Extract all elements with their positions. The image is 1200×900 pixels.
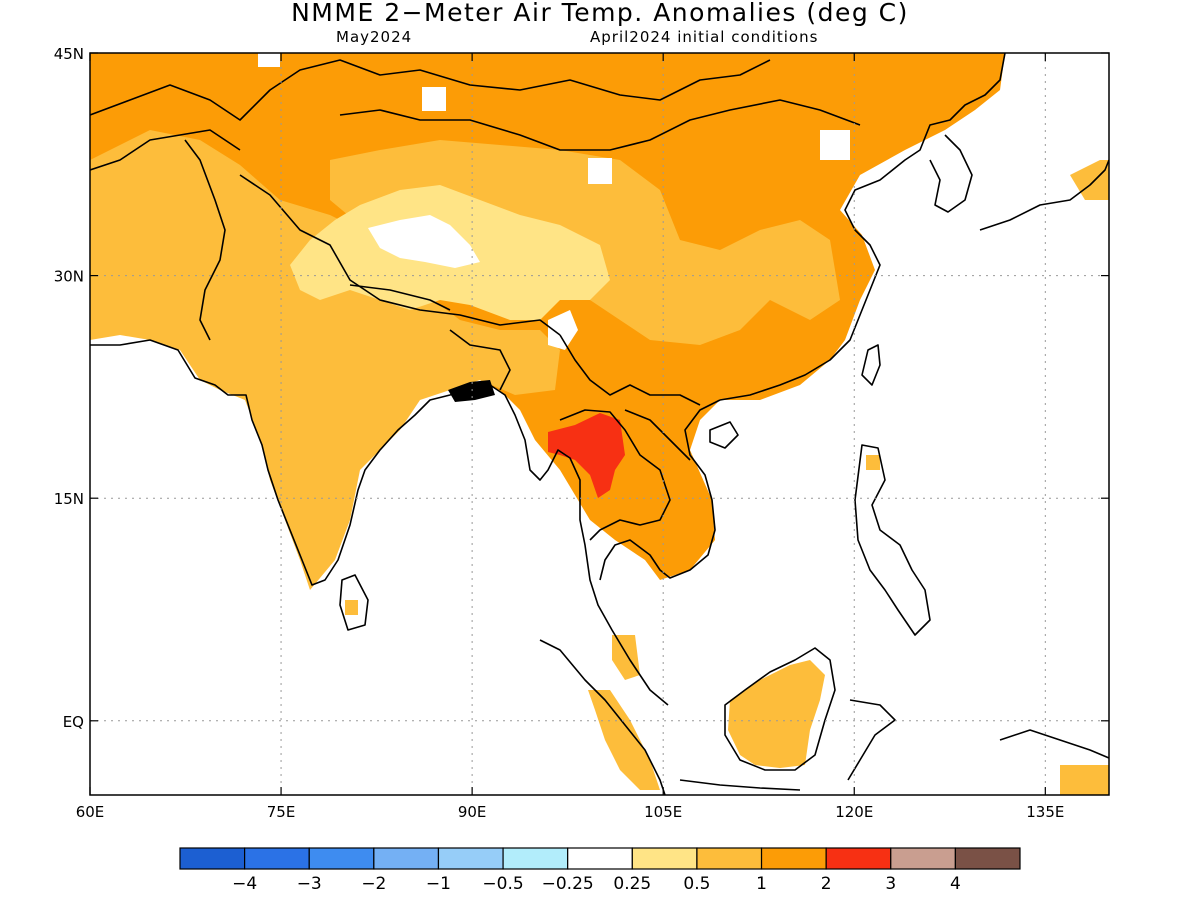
border-central-asia <box>90 59 771 121</box>
colorbar-label: −2 <box>361 874 386 894</box>
colorbar-swatch <box>825 847 892 870</box>
coastline-taiwan <box>861 344 881 386</box>
y-tick-label: 30N <box>54 268 84 286</box>
border-afghanistan <box>90 129 241 171</box>
border-nepal <box>349 284 451 311</box>
anomaly-region-05-1-srilanka <box>345 600 358 615</box>
anomaly-near-zero-cell <box>820 130 850 160</box>
anomaly-region-near-zero-burma <box>548 310 578 350</box>
axis-labels: 60E 75E 90E 105E 120E 135E 45N 30N 15N EQ <box>54 45 1065 821</box>
anomaly-region-2-3 <box>548 413 625 498</box>
colorbar-swatch <box>631 847 698 870</box>
border-mongolia-china <box>339 99 861 151</box>
colorbar-swatch <box>308 847 375 870</box>
coastline-philippines <box>854 444 931 636</box>
colorbar-swatch <box>954 847 1021 870</box>
y-tick-label: EQ <box>63 713 84 731</box>
map-frame <box>89 52 1110 796</box>
anomaly-field <box>90 53 1109 795</box>
coastlines <box>90 53 1109 795</box>
colorbar-label: 0.5 <box>683 874 710 894</box>
anomaly-near-zero-cell <box>258 53 280 67</box>
coastline-java <box>679 779 801 791</box>
anomaly-region-05-1-malaysia <box>612 635 640 680</box>
y-tick-label: 45N <box>54 45 84 63</box>
coastline-bay-of-bengal-east <box>449 384 669 706</box>
colorbar-label: −3 <box>297 874 322 894</box>
border-thailand <box>559 409 671 541</box>
colorbar-swatch <box>760 847 827 870</box>
anomaly-region-05-1-india <box>90 130 560 590</box>
y-tick-label: 15N <box>54 490 84 508</box>
x-tick-label: 90E <box>458 803 487 821</box>
x-tick-label: 135E <box>1026 803 1064 821</box>
forecast-month: May2024 <box>336 28 413 46</box>
gridlines <box>90 53 1109 795</box>
coastline-hainan <box>709 421 739 449</box>
colorbar-label: 3 <box>885 874 896 894</box>
border-myanmar-china <box>559 334 701 406</box>
axis-ticks <box>89 52 1109 795</box>
initial-conditions: April2024 initial conditions <box>590 28 819 46</box>
coastline-japan <box>979 159 1109 231</box>
colorbar <box>179 847 1021 870</box>
anomaly-region-05-1-japan <box>1070 160 1109 200</box>
anomaly-region-1-2-north <box>90 53 1005 580</box>
colorbar-swatch <box>890 847 956 870</box>
colorbar-label: −4 <box>232 874 257 894</box>
border-himalaya <box>239 174 561 336</box>
coastline-korea <box>929 134 973 213</box>
coastline-sumatra <box>539 639 666 795</box>
x-tick-label: 60E <box>76 803 105 821</box>
colorbar-swatch <box>567 847 633 870</box>
coastline-india <box>90 339 451 586</box>
anomaly-region-05-1-sumatra <box>588 690 660 790</box>
map-title: NMME 2−Meter Air Temp. Anomalies (deg C) <box>291 0 909 27</box>
colorbar-labels: −4 −3 −2 −1 −0.5 −0.25 0.25 0.5 1 2 3 4 <box>232 874 961 894</box>
colorbar-swatch <box>373 847 440 870</box>
colorbar-swatch <box>244 847 310 870</box>
coastline-indochina <box>599 399 721 581</box>
colorbar-label: 4 <box>950 874 961 894</box>
border-laos-vietnam <box>624 409 691 461</box>
anomaly-region-05-1-borneo <box>728 660 825 768</box>
coastline-sulawesi <box>847 699 896 781</box>
colorbar-label: 1 <box>756 874 767 894</box>
border-pakistan <box>184 139 226 341</box>
x-tick-label: 120E <box>835 803 873 821</box>
coastline-ganges-delta <box>448 380 495 402</box>
anomaly-near-zero-cell <box>588 158 612 184</box>
colorbar-label: −0.5 <box>482 874 523 894</box>
colorbar-swatch <box>179 847 246 870</box>
coastline-newguinea <box>999 729 1109 759</box>
anomaly-near-zero-cell <box>422 87 446 111</box>
colorbar-swatch <box>502 847 569 870</box>
x-tick-label: 75E <box>267 803 296 821</box>
colorbar-swatch <box>437 847 504 870</box>
anomaly-region-05-1-newguinea <box>1060 765 1109 795</box>
border-bangladesh <box>449 329 511 391</box>
anomaly-region-near-zero-tibet <box>368 215 480 268</box>
coastline-srilanka <box>339 574 369 631</box>
coastline-china <box>719 53 1006 401</box>
colorbar-label: 2 <box>821 874 832 894</box>
coastline-borneo <box>724 647 836 771</box>
x-tick-label: 105E <box>644 803 682 821</box>
colorbar-swatch <box>696 847 763 870</box>
colorbar-label: 0.25 <box>613 874 651 894</box>
colorbar-label: −1 <box>426 874 451 894</box>
anomaly-region-05-1-luzon <box>866 455 880 470</box>
colorbar-label: −0.25 <box>542 874 594 894</box>
